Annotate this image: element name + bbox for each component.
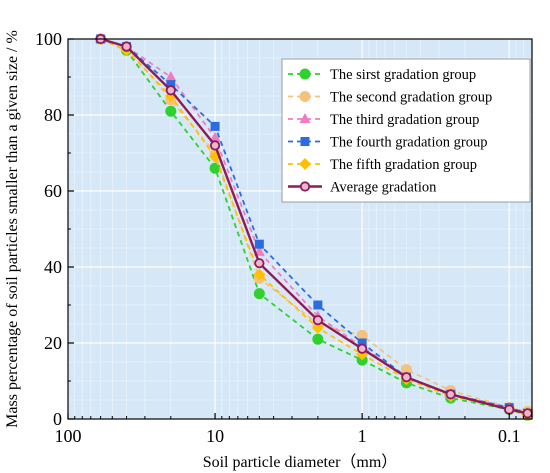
data-point bbox=[253, 268, 266, 281]
y-tick-label: 60 bbox=[44, 181, 62, 201]
data-point bbox=[299, 113, 311, 123]
y-axis-title: Mass percentage of soil particles smalle… bbox=[4, 30, 21, 428]
data-point bbox=[311, 321, 324, 334]
data-point bbox=[313, 300, 323, 310]
data-point bbox=[209, 131, 221, 142]
x-tick-label: 0.1 bbox=[498, 426, 521, 446]
legend-item: The fourth gradation group bbox=[288, 135, 487, 151]
legend-label: The third gradation group bbox=[330, 112, 479, 128]
data-point bbox=[165, 85, 176, 96]
data-point bbox=[300, 137, 310, 146]
data-point bbox=[209, 140, 221, 151]
legend-item: Average gradation bbox=[288, 180, 437, 196]
x-tick-label: 1 bbox=[358, 426, 367, 446]
data-point bbox=[165, 71, 177, 81]
legend-item: The fifth gradation group bbox=[288, 157, 477, 173]
legend-item: The third gradation group bbox=[288, 112, 479, 128]
data-point bbox=[312, 315, 323, 326]
data-point bbox=[299, 181, 311, 192]
legend-box bbox=[281, 58, 531, 203]
y-tick-label: 0 bbox=[53, 409, 62, 429]
legend-item: The second gradation group bbox=[288, 90, 492, 106]
legend-label: Average gradation bbox=[330, 180, 437, 196]
series-group bbox=[94, 33, 534, 422]
data-point bbox=[522, 408, 533, 419]
data-point bbox=[254, 258, 265, 269]
data-point bbox=[445, 389, 456, 400]
data-point bbox=[254, 239, 264, 249]
data-point bbox=[312, 333, 324, 345]
data-point bbox=[401, 372, 412, 383]
legend: The sirst gradation group The second grad… bbox=[281, 58, 531, 203]
y-tick-label: 100 bbox=[35, 29, 62, 49]
data-point bbox=[299, 158, 311, 170]
data-point bbox=[357, 343, 368, 354]
legend-label: The fourth gradation group bbox=[330, 135, 487, 151]
series-line bbox=[100, 38, 528, 415]
legend-label: The sirst gradation group bbox=[330, 67, 476, 83]
axes bbox=[67, 38, 533, 420]
legend-label: The second gradation group bbox=[330, 90, 492, 106]
data-point bbox=[165, 105, 177, 117]
x-axis-title: Soil particle diameter（mm） bbox=[203, 453, 398, 471]
grid bbox=[67, 38, 533, 420]
data-point bbox=[121, 41, 132, 52]
legend-item: The sirst gradation group bbox=[288, 67, 476, 83]
tick-labels: 0 20 40 60 80 100 100 10 1 0.1 bbox=[35, 29, 520, 446]
legend-label: The fifth gradation group bbox=[330, 157, 477, 173]
x-tick-label: 10 bbox=[206, 426, 224, 446]
series-6 bbox=[95, 33, 533, 419]
data-point bbox=[166, 80, 176, 90]
data-point bbox=[357, 338, 367, 348]
data-point bbox=[253, 288, 265, 300]
y-tick-label: 20 bbox=[44, 333, 62, 353]
data-point bbox=[504, 404, 515, 415]
x-tick-label: 100 bbox=[55, 426, 82, 446]
data-point bbox=[210, 121, 220, 131]
data-point bbox=[299, 91, 311, 102]
y-tick-label: 80 bbox=[44, 105, 62, 125]
data-point bbox=[299, 68, 311, 80]
y-tick-label: 40 bbox=[44, 257, 62, 277]
